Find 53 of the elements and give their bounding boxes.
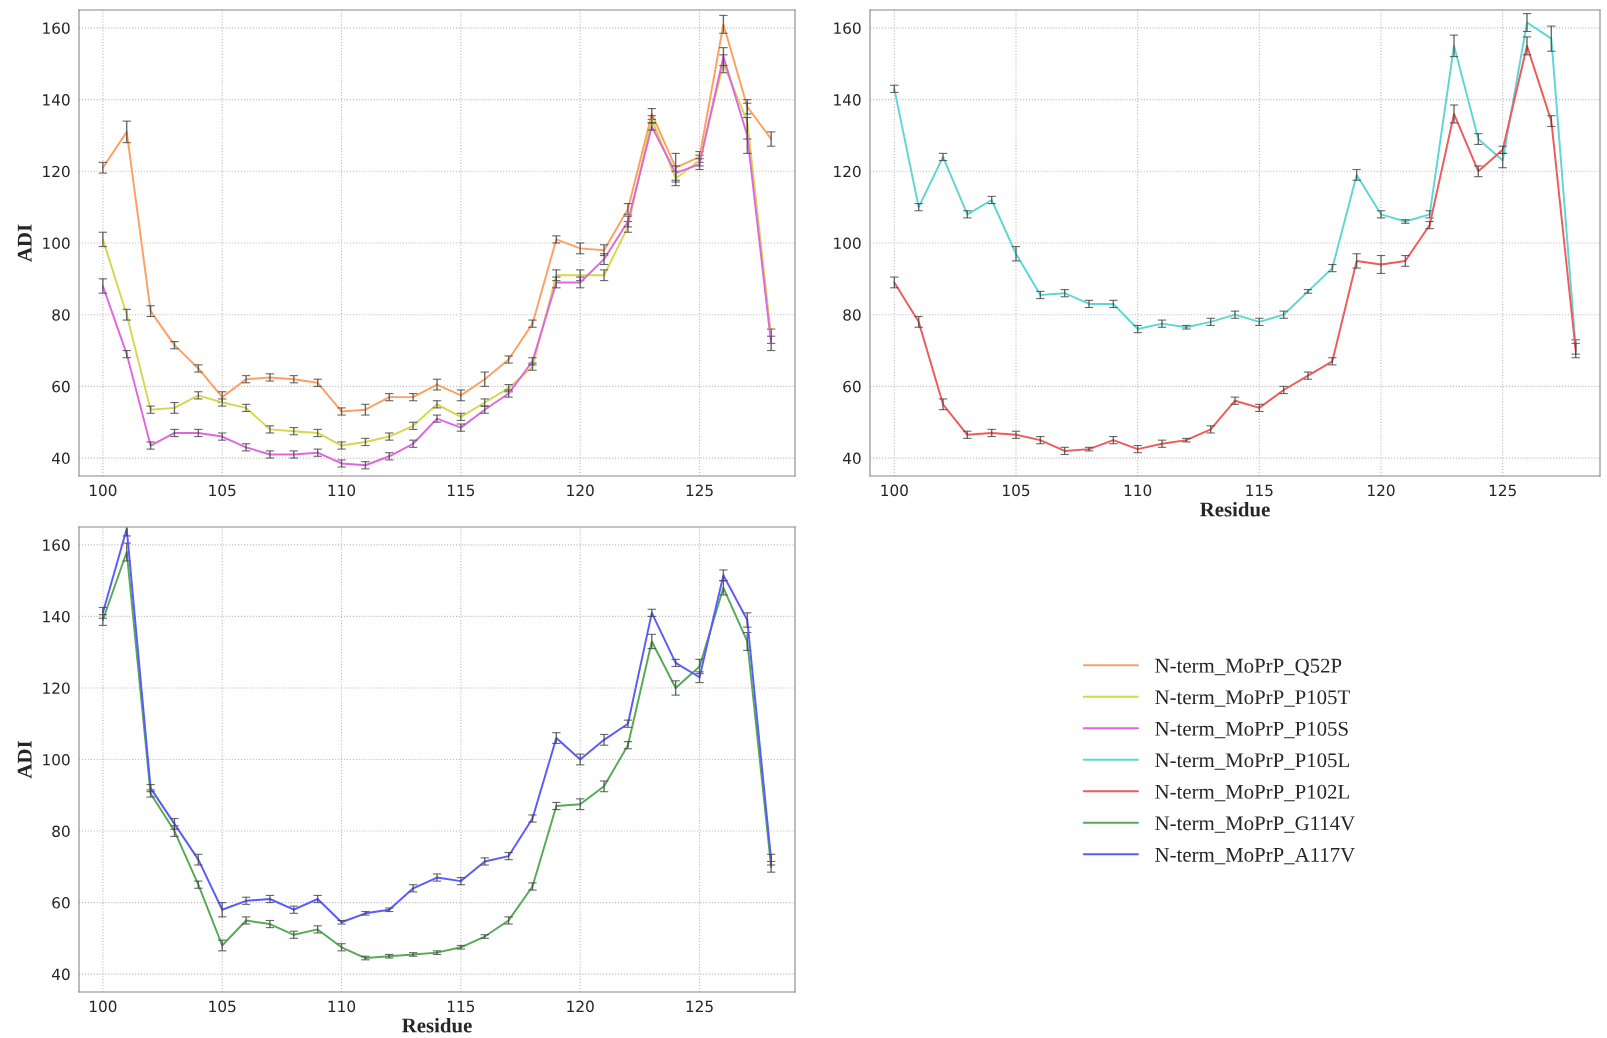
y-tick-label: 160 [43,539,70,551]
line-series [893,44,1577,452]
x-axis-title: Residue [1200,501,1270,517]
x-tick-label: 110 [1124,484,1152,497]
x-tick-label: 120 [567,1000,594,1013]
x-tick-label: 120 [567,484,594,497]
y-tick-label: 80 [52,309,70,321]
y-axis-title: ADI [17,224,32,262]
x-tick-label: 105 [1003,484,1030,497]
y-tick-label: 120 [43,682,70,694]
x-tick-label: 110 [328,484,356,497]
y-tick-label: 60 [843,380,861,393]
x-tick-label: 100 [89,484,117,497]
x-tick-label: 125 [686,484,713,497]
y-tick-label: 40 [51,968,70,981]
x-tick-label: 125 [1489,484,1516,497]
y-tick-label: 40 [842,452,861,465]
y-tick-label: 140 [43,610,70,623]
x-tick-label: 120 [1368,484,1395,497]
y-tick-label: 140 [834,94,861,106]
y-tick-label: 120 [43,165,70,178]
y-tick-label: 120 [834,165,861,178]
y-tick-label: 80 [52,825,70,838]
y-tick-label: 100 [834,237,861,250]
line-series [893,21,1577,348]
legend-label: N-term_MoPrP_Q52P [1155,658,1342,676]
legend-label: N-term_MoPrP_G114V [1155,816,1355,833]
x-tick-label: 110 [328,1000,356,1013]
x-tick-label: 125 [686,1000,713,1013]
legend-label: N-term_MoPrP_P105S [1155,721,1348,739]
legend-label: N-term_MoPrP_P105T [1155,690,1350,707]
line-series [101,23,773,413]
y-tick-label: 80 [843,309,861,321]
y-tick-label: 40 [51,452,70,465]
legend-label: N-term_MoPrP_P102L [1155,784,1349,802]
legend-label: N-term_MoPrP_A117V [1155,847,1355,865]
x-axis-title: Residue [402,1017,472,1033]
y-tick-label: 160 [43,22,70,34]
x-tick-label: 115 [447,1000,475,1013]
y-tick-label: 60 [52,380,70,393]
y-axis-title: ADI [17,741,32,779]
x-tick-label: 105 [209,484,236,497]
x-tick-label: 100 [89,1000,117,1013]
y-tick-label: 60 [52,897,70,909]
y-tick-label: 100 [43,753,70,766]
y-tick-label: 100 [43,237,70,250]
x-tick-label: 115 [1246,484,1273,497]
y-tick-label: 160 [834,22,861,34]
x-tick-label: 100 [881,484,908,497]
x-tick-label: 105 [209,1000,236,1013]
legend-label: N-term_MoPrP_P105L [1155,753,1349,770]
y-tick-label: 140 [43,94,70,106]
x-tick-label: 115 [447,484,475,497]
